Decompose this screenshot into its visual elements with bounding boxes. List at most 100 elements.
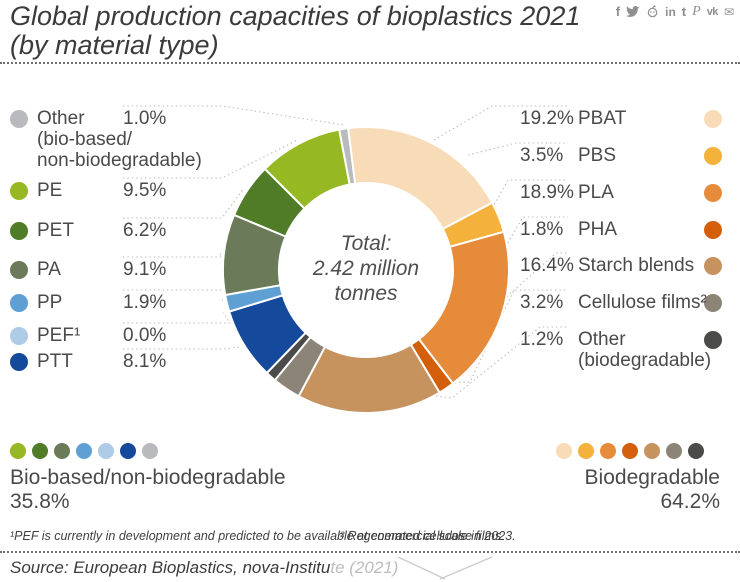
legend-label: PBS	[578, 145, 617, 166]
legend-label: PE	[37, 180, 63, 201]
leader-line	[123, 346, 241, 350]
source-text-faded: te (2021)	[330, 558, 399, 577]
legend-label: PLA	[578, 182, 614, 203]
biodegradable-swatch-row	[556, 443, 704, 459]
legend-label: Other (bio-based/non-biodegradable)	[37, 108, 202, 171]
legend-label: PP	[37, 292, 63, 313]
source-text: Source: European Bioplastics, nova-Insti…	[10, 558, 331, 577]
legend-percentage: 9.5%	[123, 180, 167, 201]
source-attribution: Source: European Bioplastics, nova-Insti…	[10, 558, 398, 578]
leader-line	[123, 187, 245, 219]
swatch-dot-icon	[32, 443, 48, 459]
center-label-line2: 2.42 million	[312, 257, 420, 280]
pp-swatch-icon	[10, 294, 28, 312]
title-line-2: (by material type)	[10, 30, 219, 60]
starch-blends-swatch-icon	[704, 257, 722, 275]
pbat-swatch-icon	[704, 110, 722, 128]
legend-label: PA	[37, 259, 61, 280]
center-label-line3: tonnes	[334, 282, 398, 305]
facebook-icon[interactable]: f	[615, 3, 621, 19]
pef-swatch-icon	[10, 327, 28, 345]
pinterest-icon[interactable]: P	[692, 3, 701, 19]
legend-percentage: 1.2%	[520, 329, 564, 350]
swatch-dot-icon	[600, 443, 616, 459]
pha-swatch-icon	[704, 221, 722, 239]
leader-line	[123, 312, 232, 324]
swatch-dot-icon	[622, 443, 638, 459]
reddit-icon[interactable]	[646, 5, 659, 18]
bio-based-group-label: Bio-based/non-biodegradable	[10, 466, 286, 489]
bio-based-group-share: 35.8%	[10, 490, 70, 513]
biodegradable-group-share: 64.2%	[660, 490, 720, 513]
swatch-dot-icon	[556, 443, 572, 459]
legend-percentage: 3.5%	[520, 145, 564, 166]
legend-label: PHA	[578, 219, 618, 240]
legend-percentage: 1.0%	[123, 108, 167, 129]
legend-sublabel: (biodegradable)	[578, 350, 712, 371]
group-summary-biodegradable: Biodegradable 64.2%	[556, 443, 720, 514]
header-divider	[0, 62, 740, 64]
leader-line	[123, 139, 298, 179]
pet-swatch-icon	[10, 222, 28, 240]
legend-percentage: 1.8%	[520, 219, 564, 240]
swatch-dot-icon	[10, 443, 26, 459]
legend-percentage: 9.1%	[123, 259, 167, 280]
footnote-pef: ¹PEF is currently in development and pre…	[10, 529, 516, 543]
leader-line	[123, 105, 344, 126]
swatch-dot-icon	[666, 443, 682, 459]
legend-percentage: 6.2%	[123, 220, 167, 241]
other-swatch-icon	[704, 331, 722, 349]
linkedin-icon[interactable]: in	[665, 4, 676, 19]
swatch-dot-icon	[120, 443, 136, 459]
swatch-dot-icon	[98, 443, 114, 459]
legend-percentage: 8.1%	[123, 351, 167, 372]
swatch-dot-icon	[142, 443, 158, 459]
legend-percentage: 16.4%	[520, 255, 574, 276]
legend-label: PBAT	[578, 108, 627, 129]
legend-label: Starch blends	[578, 255, 695, 276]
bio-based-swatch-row	[10, 443, 286, 459]
vk-icon[interactable]: vk	[706, 5, 719, 18]
legend-percentage: 18.9%	[520, 182, 574, 203]
legend-sublabel: (bio-based/	[37, 129, 133, 150]
swatch-dot-icon	[54, 443, 70, 459]
legend-percentage: 19.2%	[520, 108, 574, 129]
legend-sublabel: non-biodegradable)	[37, 150, 202, 171]
pa-swatch-icon	[10, 261, 28, 279]
twitter-icon[interactable]	[626, 5, 640, 18]
swatch-dot-icon	[644, 443, 660, 459]
pe-swatch-icon	[10, 182, 28, 200]
ptt-swatch-icon	[10, 353, 28, 371]
chevron-down-icon	[397, 556, 493, 580]
legend-label: PEF¹	[37, 325, 81, 346]
footnote-cellulose: ² Regenerated cellulose films	[340, 529, 502, 543]
center-label-line1: Total:	[340, 232, 392, 255]
leader-line	[123, 253, 223, 258]
group-summary-bio-based: Bio-based/non-biodegradable 35.8%	[10, 443, 286, 514]
swatch-dot-icon	[688, 443, 704, 459]
donut-center-label: Total: 2.42 million tonnes	[246, 231, 486, 306]
footnotes: ¹PEF is currently in development and pre…	[10, 529, 736, 543]
swatch-dot-icon	[578, 443, 594, 459]
donut-segment-other-bio-based-non-biodegradable	[338, 126, 357, 186]
legend-label: PTT	[37, 351, 73, 372]
cellulose-films-swatch-icon	[704, 294, 722, 312]
legend-label: Cellulose films²	[578, 292, 707, 313]
swatch-dot-icon	[76, 443, 92, 459]
title-line-1: Global production capacities of bioplast…	[10, 1, 581, 31]
other-swatch-icon	[10, 110, 28, 128]
biodegradable-group-label: Biodegradable	[584, 466, 720, 489]
page-title: Global production capacities of bioplast…	[10, 2, 580, 60]
pbs-swatch-icon	[704, 147, 722, 165]
legend-label: Other (biodegradable)	[578, 329, 712, 371]
legend-percentage: 1.9%	[123, 292, 167, 313]
legend-label: PET	[37, 220, 74, 241]
email-icon[interactable]: ✉	[723, 4, 734, 19]
leader-line	[433, 105, 568, 141]
footer-divider	[0, 551, 740, 553]
pla-swatch-icon	[704, 184, 722, 202]
tumblr-icon[interactable]: t	[681, 3, 687, 19]
